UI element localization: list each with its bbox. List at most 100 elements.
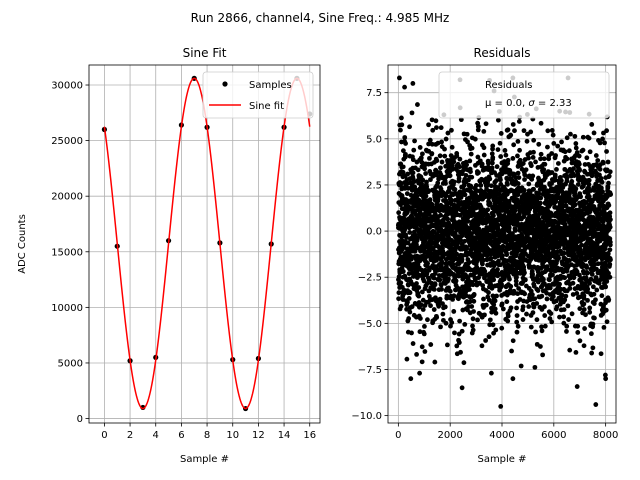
residual-point [490, 143, 496, 149]
residual-point [409, 214, 415, 220]
residual-point [510, 122, 516, 127]
residual-point [422, 324, 427, 329]
residual-point [417, 316, 423, 321]
residual-point [569, 179, 575, 184]
residual-point [572, 202, 578, 208]
residual-point [561, 307, 567, 312]
residual-point [404, 191, 410, 197]
residual-point [486, 334, 492, 340]
residual-point [415, 102, 420, 107]
residual-point [541, 156, 547, 162]
residual-point [542, 304, 547, 310]
residual-point [459, 257, 465, 262]
residual-point [538, 120, 544, 126]
residual-point [507, 276, 512, 282]
residual-point [564, 135, 570, 141]
residual-point [447, 288, 453, 294]
residual-point [487, 232, 493, 238]
residual-point [581, 343, 587, 349]
residual-point [515, 248, 521, 254]
residual-point [406, 296, 412, 301]
residual-point [433, 118, 439, 124]
residual-point [451, 179, 457, 185]
residual-point [404, 306, 409, 312]
residual-point [495, 267, 500, 272]
residual-point [591, 291, 597, 297]
residual-point [427, 137, 433, 143]
residual-point [584, 265, 590, 270]
residual-point [603, 307, 609, 313]
residual-point [539, 328, 545, 334]
residual-point [544, 290, 550, 296]
residual-point [417, 329, 423, 335]
residuals-yticks: −10.0 −7.5 −5.0 −2.5 0.0 2.5 5.0 7.5 [351, 88, 388, 422]
residual-point [458, 349, 463, 355]
residual-point [575, 330, 581, 335]
residual-point [443, 320, 449, 326]
residual-point [499, 301, 505, 307]
residual-point [490, 160, 495, 166]
residual-point [562, 221, 568, 227]
residual-point [606, 297, 612, 303]
sine-fit-xticks: 0 2 4 6 8 10 12 14 16 [101, 423, 316, 441]
residual-point [424, 271, 430, 277]
residual-point [488, 183, 494, 189]
residual-point [470, 323, 475, 329]
residuals-xtick-label: 0 [395, 430, 401, 441]
residual-point [573, 145, 579, 151]
residual-point [599, 194, 604, 199]
residual-point [564, 156, 570, 162]
residual-point [461, 360, 467, 366]
residual-point [563, 203, 569, 209]
sine-fit-xtick-label: 16 [303, 430, 316, 441]
residual-point [474, 258, 480, 264]
residual-point [398, 127, 403, 133]
residual-point [538, 344, 543, 349]
residual-point [526, 304, 532, 309]
residual-point [524, 311, 529, 317]
residual-point [483, 338, 489, 343]
residual-point [428, 303, 433, 309]
residual-point [608, 257, 613, 263]
residual-point [496, 191, 502, 197]
residual-point [449, 127, 454, 133]
residual-point [549, 319, 555, 325]
residual-point [451, 293, 457, 299]
residual-point [402, 135, 408, 140]
residual-point [404, 235, 409, 241]
residual-point [608, 191, 613, 197]
residual-point [549, 128, 555, 133]
residual-point [457, 318, 463, 324]
residual-point [456, 273, 462, 279]
residual-point [504, 252, 510, 258]
residual-point [517, 157, 523, 163]
residual-point [599, 293, 605, 299]
residual-point [485, 207, 491, 213]
residual-point [427, 155, 432, 161]
residual-point [417, 370, 423, 376]
residual-point [396, 210, 402, 216]
residual-point [423, 171, 429, 176]
residual-point [417, 211, 423, 217]
residual-point [574, 150, 580, 155]
residual-point [453, 278, 459, 284]
residual-point [454, 153, 460, 159]
sine-fit-xtick-label: 2 [127, 430, 133, 441]
residual-point [597, 140, 603, 146]
residual-point [531, 304, 537, 310]
sine-fit-ytick-label: 20000 [51, 192, 83, 203]
residual-point [400, 164, 406, 170]
residual-point [554, 304, 560, 310]
residual-point [505, 181, 510, 187]
residual-point [508, 284, 514, 289]
residual-point [526, 155, 531, 161]
residual-point [590, 345, 596, 351]
residual-point [492, 298, 498, 304]
residual-point [462, 238, 468, 244]
residual-point [511, 142, 517, 148]
residual-point [488, 239, 494, 244]
residual-point [522, 177, 527, 182]
residual-point [506, 225, 512, 230]
residual-point [581, 295, 587, 301]
residual-point [599, 179, 605, 185]
